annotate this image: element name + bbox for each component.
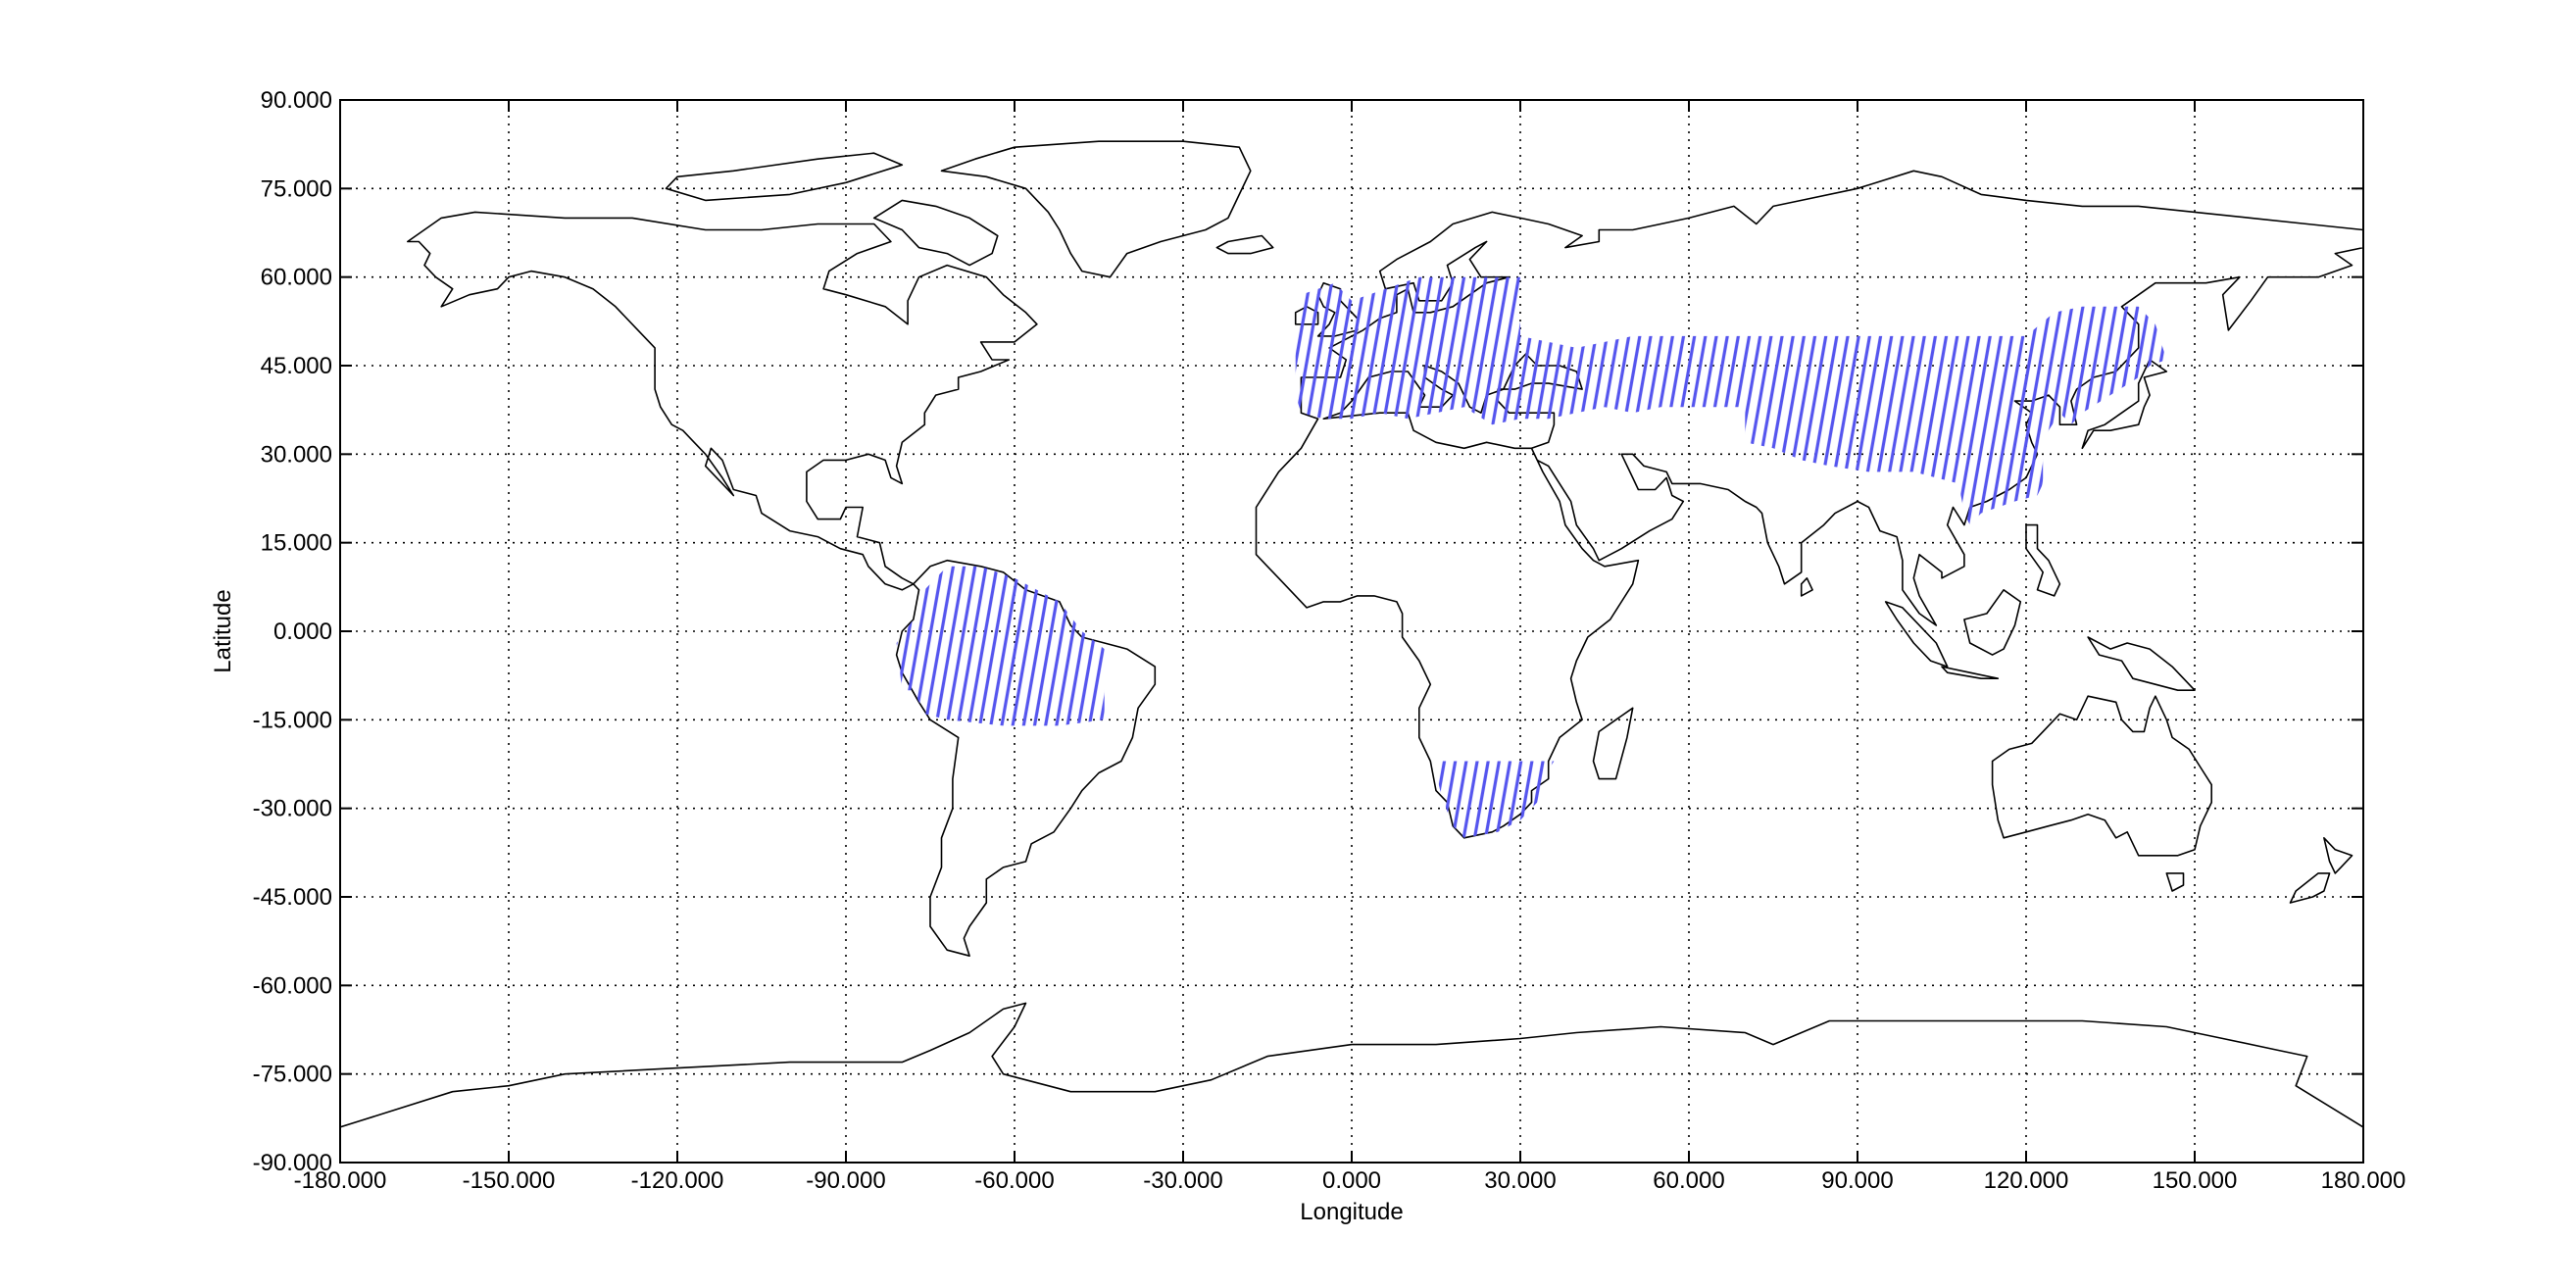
x-tick-label: 30.000 xyxy=(1484,1167,1556,1194)
coastline-philippines xyxy=(2025,523,2061,597)
x-tick-label: -90.000 xyxy=(806,1167,885,1194)
x-tick-label: 120.000 xyxy=(1984,1167,2069,1194)
y-tick-label: 45.000 xyxy=(261,353,332,379)
x-tick-label: -150.000 xyxy=(463,1167,556,1194)
coastline-madagascar xyxy=(1592,707,1634,780)
coastline-arabian-sri-lanka xyxy=(1800,577,1813,597)
x-tick-label: 0.000 xyxy=(1322,1167,1381,1194)
x-axis-label: Longitude xyxy=(1300,1199,1403,1225)
axis-ticks: -180.000 -150.000 -120.000 -90.000 -60.000 -3… xyxy=(253,87,2406,1194)
coastline-japan xyxy=(2081,359,2168,450)
coastline-new-guinea xyxy=(2087,636,2196,691)
x-tick-label: -120.000 xyxy=(631,1167,724,1194)
y-tick-label: -30.000 xyxy=(253,796,332,822)
y-axis-label: Latitude xyxy=(210,589,236,672)
coverage-south-america xyxy=(896,566,1105,726)
x-tick-label: -180.000 xyxy=(294,1167,387,1194)
coastline-tasmania xyxy=(2165,872,2185,892)
x-tick-label: 180.000 xyxy=(2321,1167,2406,1194)
coastline-sumatra xyxy=(1884,601,1949,668)
y-tick-label: 75.000 xyxy=(261,175,332,202)
y-tick-label: -15.000 xyxy=(253,707,332,733)
coastline-antarctica xyxy=(340,1002,2363,1163)
coastline-australia xyxy=(1991,695,2212,857)
coastline-north-america xyxy=(407,211,1038,591)
coastline-java xyxy=(1941,666,2000,679)
y-tick-label: -90.000 xyxy=(253,1150,332,1176)
coastline-borneo xyxy=(1963,589,2022,656)
coverage-regions xyxy=(896,276,2167,838)
y-tick-label: 0.000 xyxy=(273,619,332,645)
coastline-africa-eurasia xyxy=(1255,170,2363,839)
y-tick-label: -75.000 xyxy=(253,1062,332,1088)
coastline-arctic-islands xyxy=(665,152,904,202)
x-tick-label: 150.000 xyxy=(2153,1167,2238,1194)
coastline-greenland xyxy=(940,140,1252,278)
y-tick-label: -60.000 xyxy=(253,972,332,999)
y-tick-label: 60.000 xyxy=(261,265,332,291)
x-tick-label: 60.000 xyxy=(1653,1167,1724,1194)
x-tick-label: 90.000 xyxy=(1821,1167,1893,1194)
y-tick-label: 90.000 xyxy=(261,87,332,114)
y-tick-label: 30.000 xyxy=(261,441,332,468)
coastline-iceland xyxy=(1215,234,1274,255)
coastline-new-zealand-south xyxy=(2289,872,2331,904)
y-tick-label: 15.000 xyxy=(261,530,332,557)
x-tick-label: -30.000 xyxy=(1143,1167,1222,1194)
y-tick-label: -45.000 xyxy=(253,884,332,911)
x-tick-label: -60.000 xyxy=(974,1167,1054,1194)
coastline-baffin xyxy=(872,199,999,267)
coastline-new-zealand-north xyxy=(2323,837,2353,874)
coverage-southern-africa xyxy=(1436,761,1555,838)
coverage-europe-asia xyxy=(1295,276,2167,525)
